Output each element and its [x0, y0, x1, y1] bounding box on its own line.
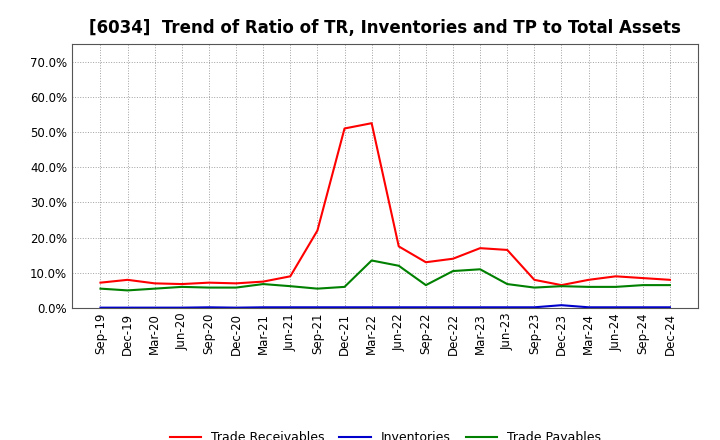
Trade Payables: [557, 283, 566, 289]
Inventories: [611, 304, 620, 310]
Inventories: [341, 304, 349, 310]
Trade Payables: [449, 268, 457, 274]
Inventories: [395, 304, 403, 310]
Trade Payables: [584, 284, 593, 290]
Inventories: [584, 304, 593, 310]
Trade Receivables: [421, 260, 430, 265]
Trade Receivables: [341, 126, 349, 131]
Trade Receivables: [286, 274, 294, 279]
Trade Receivables: [530, 277, 539, 282]
Inventories: [178, 305, 186, 310]
Inventories: [232, 305, 240, 310]
Trade Payables: [286, 283, 294, 289]
Inventories: [530, 304, 539, 310]
Trade Payables: [395, 263, 403, 268]
Inventories: [503, 304, 511, 310]
Trade Payables: [530, 285, 539, 290]
Inventories: [96, 305, 105, 310]
Title: [6034]  Trend of Ratio of TR, Inventories and TP to Total Assets: [6034] Trend of Ratio of TR, Inventories…: [89, 19, 681, 37]
Trade Payables: [232, 285, 240, 290]
Line: Trade Receivables: Trade Receivables: [101, 123, 670, 285]
Trade Receivables: [611, 274, 620, 279]
Trade Receivables: [96, 280, 105, 285]
Inventories: [259, 304, 268, 310]
Trade Payables: [178, 284, 186, 290]
Trade Payables: [503, 282, 511, 287]
Inventories: [639, 304, 647, 310]
Trade Receivables: [232, 281, 240, 286]
Inventories: [204, 304, 213, 310]
Trade Payables: [421, 282, 430, 288]
Legend: Trade Receivables, Inventories, Trade Payables: Trade Receivables, Inventories, Trade Pa…: [163, 425, 607, 440]
Inventories: [150, 305, 159, 310]
Trade Receivables: [395, 244, 403, 249]
Trade Payables: [367, 258, 376, 263]
Inventories: [421, 304, 430, 310]
Inventories: [286, 304, 294, 310]
Trade Payables: [96, 286, 105, 291]
Trade Receivables: [503, 247, 511, 253]
Trade Payables: [476, 267, 485, 272]
Trade Payables: [123, 288, 132, 293]
Trade Payables: [341, 284, 349, 290]
Trade Receivables: [557, 282, 566, 288]
Trade Receivables: [367, 121, 376, 126]
Trade Receivables: [449, 256, 457, 261]
Trade Payables: [639, 282, 647, 288]
Trade Receivables: [665, 277, 674, 282]
Trade Receivables: [123, 277, 132, 282]
Trade Receivables: [476, 246, 485, 251]
Trade Receivables: [259, 279, 268, 284]
Inventories: [313, 304, 322, 310]
Trade Payables: [611, 284, 620, 290]
Inventories: [449, 304, 457, 310]
Trade Receivables: [639, 275, 647, 281]
Trade Payables: [150, 286, 159, 291]
Trade Receivables: [204, 280, 213, 285]
Trade Payables: [259, 282, 268, 287]
Inventories: [665, 304, 674, 310]
Inventories: [123, 305, 132, 310]
Trade Payables: [313, 286, 322, 291]
Inventories: [476, 304, 485, 310]
Trade Payables: [665, 282, 674, 288]
Trade Receivables: [150, 281, 159, 286]
Inventories: [367, 304, 376, 310]
Trade Receivables: [584, 277, 593, 282]
Trade Receivables: [313, 228, 322, 233]
Line: Inventories: Inventories: [101, 305, 670, 308]
Inventories: [557, 303, 566, 308]
Trade Payables: [204, 285, 213, 290]
Trade Receivables: [178, 282, 186, 287]
Line: Trade Payables: Trade Payables: [101, 260, 670, 290]
